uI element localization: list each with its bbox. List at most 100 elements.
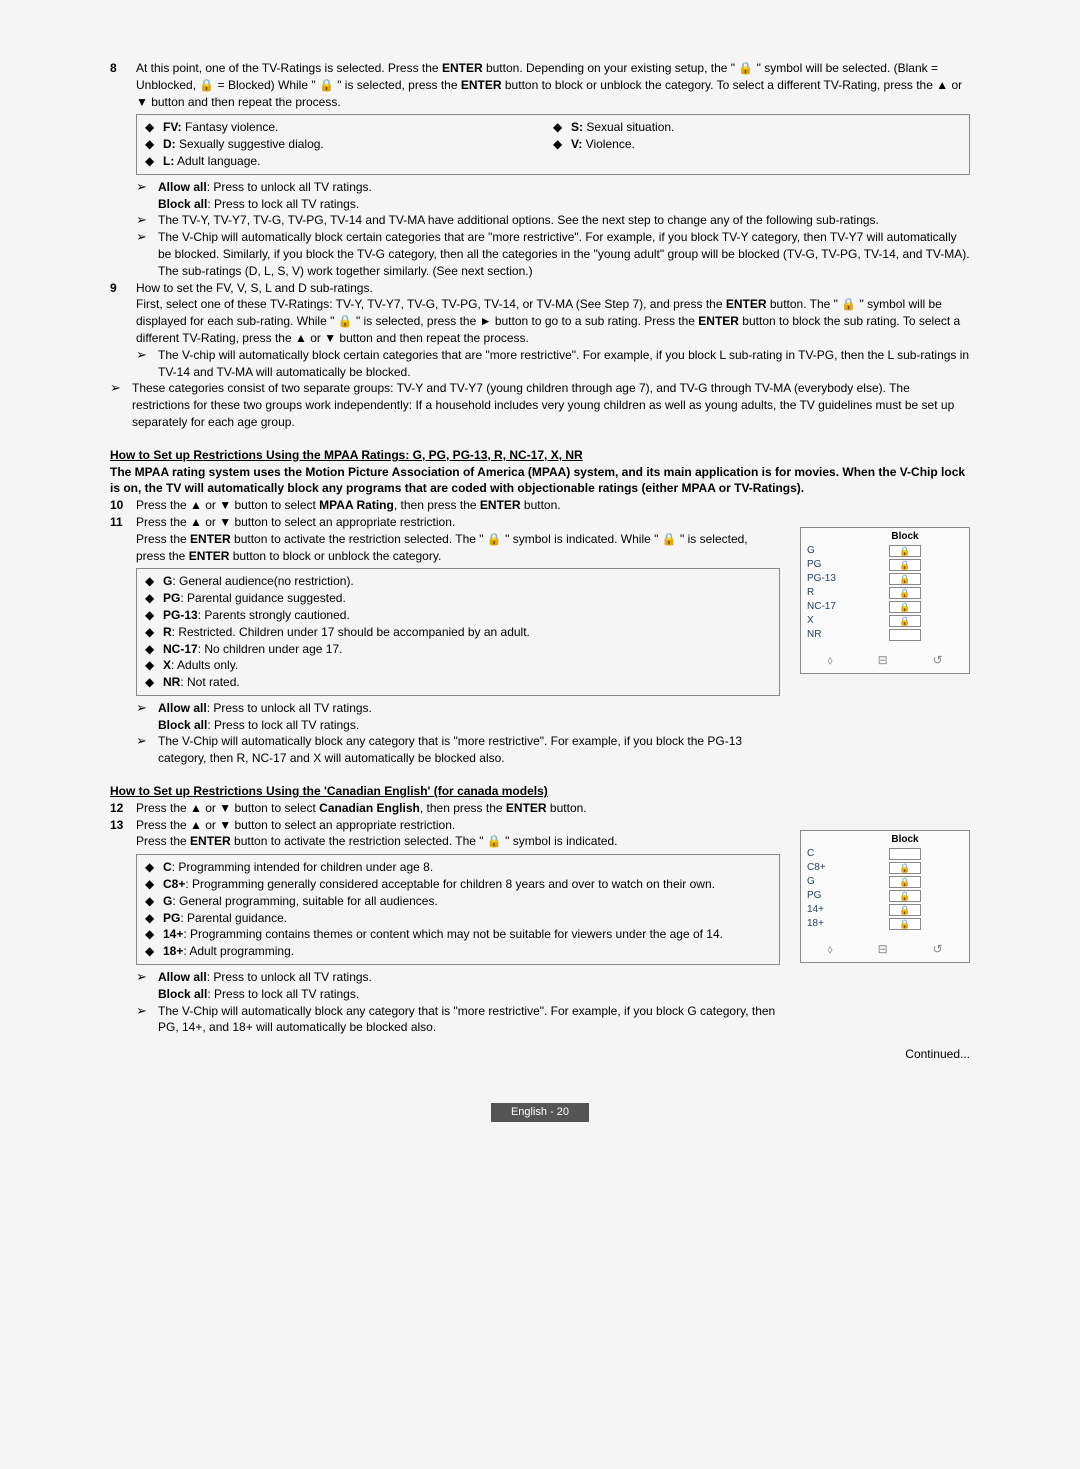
chart-title: Block (847, 530, 963, 544)
mpaa-left: 10 Press the ▲ or ▼ button to select MPA… (110, 497, 780, 767)
canadian-notes: ➢Allow all: Press to unlock all TV ratin… (136, 969, 780, 1036)
chart-row: 14+ 🔒 (807, 903, 963, 917)
canadian-heading: How to Set up Restrictions Using the 'Ca… (110, 783, 970, 800)
note-arrow: ➢Allow all: Press to unlock all TV ratin… (136, 969, 780, 1003)
lock-cell: 🔒 (889, 587, 921, 599)
chart-row: G🔒 (807, 875, 963, 889)
canadian-chart-col: BlockCC8+🔒G🔒PG🔒14+🔒18+🔒 ⬨ ⊟ ↺ (800, 800, 970, 1036)
chart-row: PG 🔒 (807, 558, 963, 572)
step-number: 12 (110, 800, 136, 817)
step-number: 8 (110, 60, 136, 110)
arrow-icon: ➢ (136, 347, 158, 381)
chart-row-label: 18+ (807, 917, 847, 931)
chart-row-label: PG (807, 558, 847, 572)
return-icon: ↺ (933, 652, 943, 669)
bullet-item: ◆PG: Parental guidance. (145, 910, 771, 927)
step-9-note-arrow: ➢ The V-chip will automatically block ce… (136, 347, 970, 381)
bullet-item: ◆PG-13: Parents strongly cautioned. (145, 607, 771, 624)
bullet-item: ◆D: Sexually suggestive dialog. (145, 136, 553, 153)
diamond-icon: ◆ (145, 136, 163, 153)
arrow-icon: ➢ (136, 733, 158, 767)
diamond-icon: ◆ (553, 119, 571, 136)
lock-cell: 🔒 (889, 559, 921, 571)
note-arrow: ➢The TV-Y, TV-Y7, TV-G, TV-PG, TV-14 and… (136, 212, 970, 229)
bullet-item: ◆L: Adult language. (145, 153, 553, 170)
chart-row-label: G (807, 875, 847, 889)
lock-cell: 🔒 (889, 904, 921, 916)
bullet-item: ◆PG: Parental guidance suggested. (145, 590, 771, 607)
bullet-item: ◆NC-17: No children under age 17. (145, 641, 771, 658)
bullet-item: ◆14+: Programming contains themes or con… (145, 926, 771, 943)
diamond-icon: ◆ (145, 119, 163, 136)
chart-row: C8+ 🔒 (807, 861, 963, 875)
chart-row-label: 14+ (807, 903, 847, 917)
diamond-icon: ◆ (145, 607, 163, 624)
lock-cell: 🔒 (889, 615, 921, 627)
chart-row-label: PG-13 (807, 572, 847, 586)
chart-row: NR (807, 628, 963, 642)
step-9: 9 How to set the FV, V, S, L and D sub-r… (110, 280, 970, 381)
step-number: 10 (110, 497, 136, 514)
mpaa-chart-col: BlockG🔒PG🔒PG-13🔒R🔒NC-17🔒X🔒NR ⬨ ⊟ ↺ (800, 497, 970, 767)
chart-row-label: C8+ (807, 861, 847, 875)
diamond-icon: ◆ (145, 893, 163, 910)
bullet-item: ◆S: Sexual situation. (553, 119, 961, 136)
mpaa-heading: How to Set up Restrictions Using the MPA… (110, 447, 970, 464)
bullet-item: ◆V: Violence. (553, 136, 961, 153)
chart-title: Block (847, 833, 963, 847)
diamond-icon: ◆ (145, 153, 163, 170)
chart-row: PG 🔒 (807, 889, 963, 903)
step-text: How to set the FV, V, S, L and D sub-rat… (136, 280, 970, 381)
diamond-icon: ◆ (145, 590, 163, 607)
canadian-block-chart: BlockCC8+🔒G🔒PG🔒14+🔒18+🔒 ⬨ ⊟ ↺ (800, 830, 970, 963)
step-number: 11 (110, 514, 136, 564)
step-number: 9 (110, 280, 136, 381)
chart-row-label: NC-17 (807, 600, 847, 614)
step-13: 13 Press the ▲ or ▼ button to select an … (110, 817, 780, 851)
diamond-icon: ◆ (145, 573, 163, 590)
arrow-icon: ➢ (136, 229, 158, 279)
lock-cell: 🔒 (889, 876, 921, 888)
bullet-item: ◆G: General programming, suitable for al… (145, 893, 771, 910)
lock-cell: 🔒 (889, 573, 921, 585)
step-number: 13 (110, 817, 136, 851)
canadian-left: 12 Press the ▲ or ▼ button to select Can… (110, 800, 780, 1036)
bullet-item: ◆FV: Fantasy violence. (145, 119, 553, 136)
note-arrow: ➢Allow all: Press to unlock all TV ratin… (136, 179, 970, 213)
arrow-icon: ➢ (136, 1003, 158, 1037)
diamond-icon: ◆ (145, 674, 163, 691)
lock-cell (889, 629, 921, 641)
bullet-item: ◆G: General audience(no restriction). (145, 573, 771, 590)
enter-icon: ⊟ (878, 652, 888, 669)
legend-left-col: ◆FV: Fantasy violence.◆D: Sexually sugge… (145, 119, 553, 169)
chart-row-label: G (807, 544, 847, 558)
chart-footer-icons: ⬨ ⊟ ↺ (801, 937, 969, 962)
step-8: 8 At this point, one of the TV-Ratings i… (110, 60, 970, 110)
note-arrow: ➢Allow all: Press to unlock all TV ratin… (136, 700, 780, 734)
mpaa-ratings-box: ◆G: General audience(no restriction).◆PG… (136, 568, 780, 696)
bullet-item: ◆18+: Adult programming. (145, 943, 771, 960)
note-arrow: ➢The V-Chip will automatically block cer… (136, 229, 970, 279)
chart-row: 18+🔒 (807, 917, 963, 931)
chart-row: R🔒 (807, 586, 963, 600)
lock-cell: 🔒 (889, 862, 921, 874)
arrow-icon: ➢ (136, 969, 158, 1003)
chart-row: X🔒 (807, 614, 963, 628)
diamond-icon: ◆ (145, 943, 163, 960)
step-text: At this point, one of the TV-Ratings is … (136, 60, 970, 110)
chart-row-label: NR (807, 628, 847, 642)
chart-row: G🔒 (807, 544, 963, 558)
arrow-icon: ➢ (110, 380, 132, 430)
bullet-item: ◆C: Programming intended for children un… (145, 859, 771, 876)
step-12: 12 Press the ▲ or ▼ button to select Can… (110, 800, 780, 817)
lock-cell (889, 848, 921, 860)
return-icon: ↺ (933, 941, 943, 958)
chart-row-label: PG (807, 889, 847, 903)
legend-right-col: ◆S: Sexual situation.◆V: Violence. (553, 119, 961, 169)
diamond-icon: ◆ (145, 657, 163, 674)
bullet-item: ◆X: Adults only. (145, 657, 771, 674)
note-arrow: ➢The V-Chip will automatically block any… (136, 733, 780, 767)
lock-cell: 🔒 (889, 890, 921, 902)
mpaa-intro: The MPAA rating system uses the Motion P… (110, 464, 970, 498)
step-9-group-note: ➢ These categories consist of two separa… (110, 380, 970, 430)
